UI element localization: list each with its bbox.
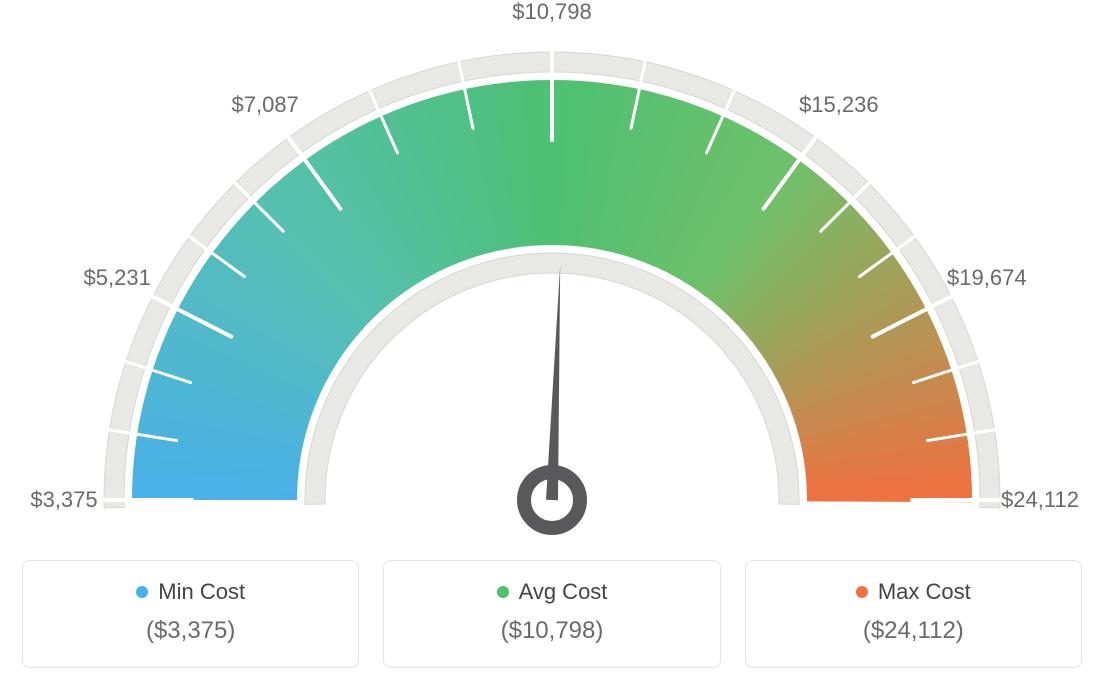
tick-label: $5,231 [84, 265, 151, 291]
legend-value-max: ($24,112) [756, 617, 1071, 645]
dot-min [136, 586, 148, 598]
legend-title-avg-text: Avg Cost [519, 579, 608, 605]
dot-max [856, 586, 868, 598]
legend-card-min: Min Cost ($3,375) [22, 560, 359, 668]
tick-label: $24,112 [1001, 487, 1079, 513]
gauge-svg [22, 20, 1082, 540]
legend-card-max: Max Cost ($24,112) [745, 560, 1082, 668]
tick-label: $15,236 [799, 92, 879, 118]
legend-title-max: Max Cost [856, 579, 971, 605]
gauge-chart: $3,375$5,231$7,087$10,798$15,236$19,674$… [22, 20, 1082, 540]
legend-title-max-text: Max Cost [878, 579, 971, 605]
tick-label: $19,674 [947, 265, 1027, 291]
tick-label: $3,375 [30, 487, 97, 513]
tick-label: $7,087 [232, 92, 299, 118]
legend-card-avg: Avg Cost ($10,798) [383, 560, 720, 668]
legend-title-avg: Avg Cost [497, 579, 608, 605]
legend-value-avg: ($10,798) [394, 617, 709, 645]
dot-avg [497, 586, 509, 598]
tick-label: $10,798 [512, 0, 592, 25]
legend-row: Min Cost ($3,375) Avg Cost ($10,798) Max… [22, 560, 1082, 668]
legend-value-min: ($3,375) [33, 617, 348, 645]
legend-title-min-text: Min Cost [158, 579, 245, 605]
legend-title-min: Min Cost [136, 579, 245, 605]
